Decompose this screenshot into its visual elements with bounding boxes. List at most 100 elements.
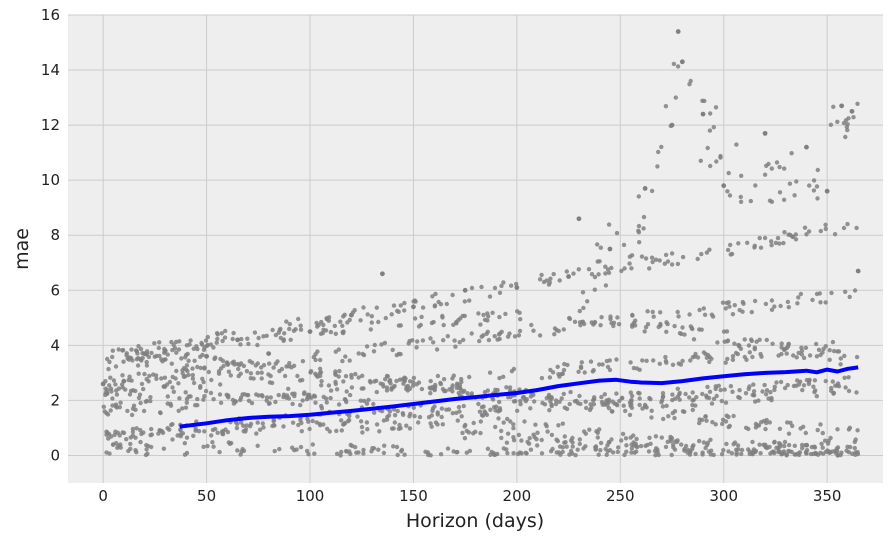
scatter-point: [239, 336, 244, 342]
scatter-point: [186, 358, 191, 363]
scatter-point: [705, 384, 710, 390]
scatter-point: [815, 427, 820, 433]
scatter-point: [481, 312, 486, 318]
scatter-point: [128, 355, 134, 361]
scatter-point: [416, 420, 421, 425]
scatter-point: [818, 228, 823, 234]
scatter-point: [273, 399, 278, 405]
scatter-point: [779, 341, 784, 346]
scatter-point: [190, 372, 195, 378]
scatter-point: [606, 222, 612, 227]
scatter-point: [138, 346, 144, 352]
scatter-point: [144, 363, 150, 368]
scatter-point: [321, 327, 326, 332]
scatter-point: [210, 440, 215, 445]
scatter-point: [430, 294, 435, 299]
scatter-point: [803, 443, 808, 448]
scatter-point: [698, 158, 703, 163]
scatter-point: [235, 337, 241, 343]
scatter-point: [564, 444, 569, 449]
scatter-point: [537, 333, 543, 338]
scatter-point: [129, 412, 135, 418]
scatter-point: [596, 272, 601, 277]
scatter-point: [244, 369, 250, 374]
scatter-point: [462, 287, 468, 293]
scatter-point: [250, 360, 255, 365]
scatter-point: [786, 305, 791, 310]
scatter-point: [583, 399, 588, 404]
scatter-point: [774, 380, 779, 385]
scatter-point: [455, 418, 460, 423]
scatter-point: [216, 371, 222, 376]
scatter-point: [760, 389, 765, 394]
scatter-point: [798, 426, 803, 431]
scatter-point: [562, 361, 567, 367]
scatter-point: [695, 256, 700, 262]
scatter-point: [739, 451, 744, 457]
scatter-point: [161, 384, 166, 389]
scatter-point: [691, 337, 697, 342]
x-tick-label: 100: [296, 487, 325, 505]
scatter-point: [676, 314, 681, 319]
scatter-point: [505, 451, 510, 456]
scatter-point: [710, 420, 715, 425]
scatter-point: [121, 359, 126, 364]
x-tick-label: 250: [606, 487, 635, 505]
scatter-point: [709, 356, 714, 361]
scatter-point: [581, 446, 586, 451]
scatter-point: [501, 374, 506, 379]
scatter-point: [675, 386, 680, 391]
scatter-point: [730, 389, 735, 394]
scatter-point: [314, 373, 319, 378]
scatter-point: [499, 428, 504, 434]
scatter-point: [528, 406, 533, 411]
scatter-point: [567, 316, 573, 322]
scatter-point: [118, 400, 123, 405]
scatter-point: [548, 276, 553, 281]
scatter-point: [623, 436, 629, 441]
scatter-point: [833, 450, 839, 456]
scatter-point: [381, 450, 387, 456]
scatter-point: [508, 419, 513, 424]
scatter-point: [165, 426, 170, 431]
scatter-point: [735, 351, 740, 357]
scatter-point: [113, 364, 119, 369]
scatter-point: [415, 339, 420, 344]
scatter-point: [853, 450, 858, 455]
scatter-point: [663, 104, 669, 109]
scatter-point: [616, 445, 621, 450]
scatter-point: [730, 357, 736, 362]
scatter-point: [527, 436, 532, 441]
scatter-point: [312, 451, 317, 456]
scatter-point: [204, 353, 209, 359]
scatter-point: [799, 442, 805, 448]
scatter-point: [818, 300, 823, 305]
scatter-point: [397, 422, 402, 428]
scatter-point: [740, 299, 745, 305]
scatter-point: [514, 281, 519, 287]
scatter-point: [432, 303, 438, 308]
scatter-point: [637, 240, 642, 245]
scatter-point: [202, 365, 207, 370]
scatter-point: [110, 403, 115, 408]
scatter-point: [384, 373, 390, 379]
scatter-point: [135, 351, 140, 356]
scatter-point: [628, 360, 633, 365]
scatter-point: [591, 402, 597, 407]
scatter-point: [830, 379, 835, 384]
scatter-point: [693, 403, 698, 408]
scatter-point: [139, 431, 144, 437]
scatter-point: [346, 417, 352, 423]
scatter-point: [339, 449, 344, 455]
scatter-point: [706, 395, 712, 401]
scatter-point: [454, 410, 459, 415]
scatter-point: [248, 371, 254, 376]
scatter-point: [782, 443, 787, 449]
scatter-point: [820, 445, 825, 450]
scatter-point: [846, 388, 852, 394]
scatter-point: [174, 368, 179, 374]
scatter-point: [334, 451, 340, 456]
scatter-point: [843, 134, 848, 140]
scatter-point: [707, 247, 712, 252]
scatter-point: [703, 414, 708, 419]
